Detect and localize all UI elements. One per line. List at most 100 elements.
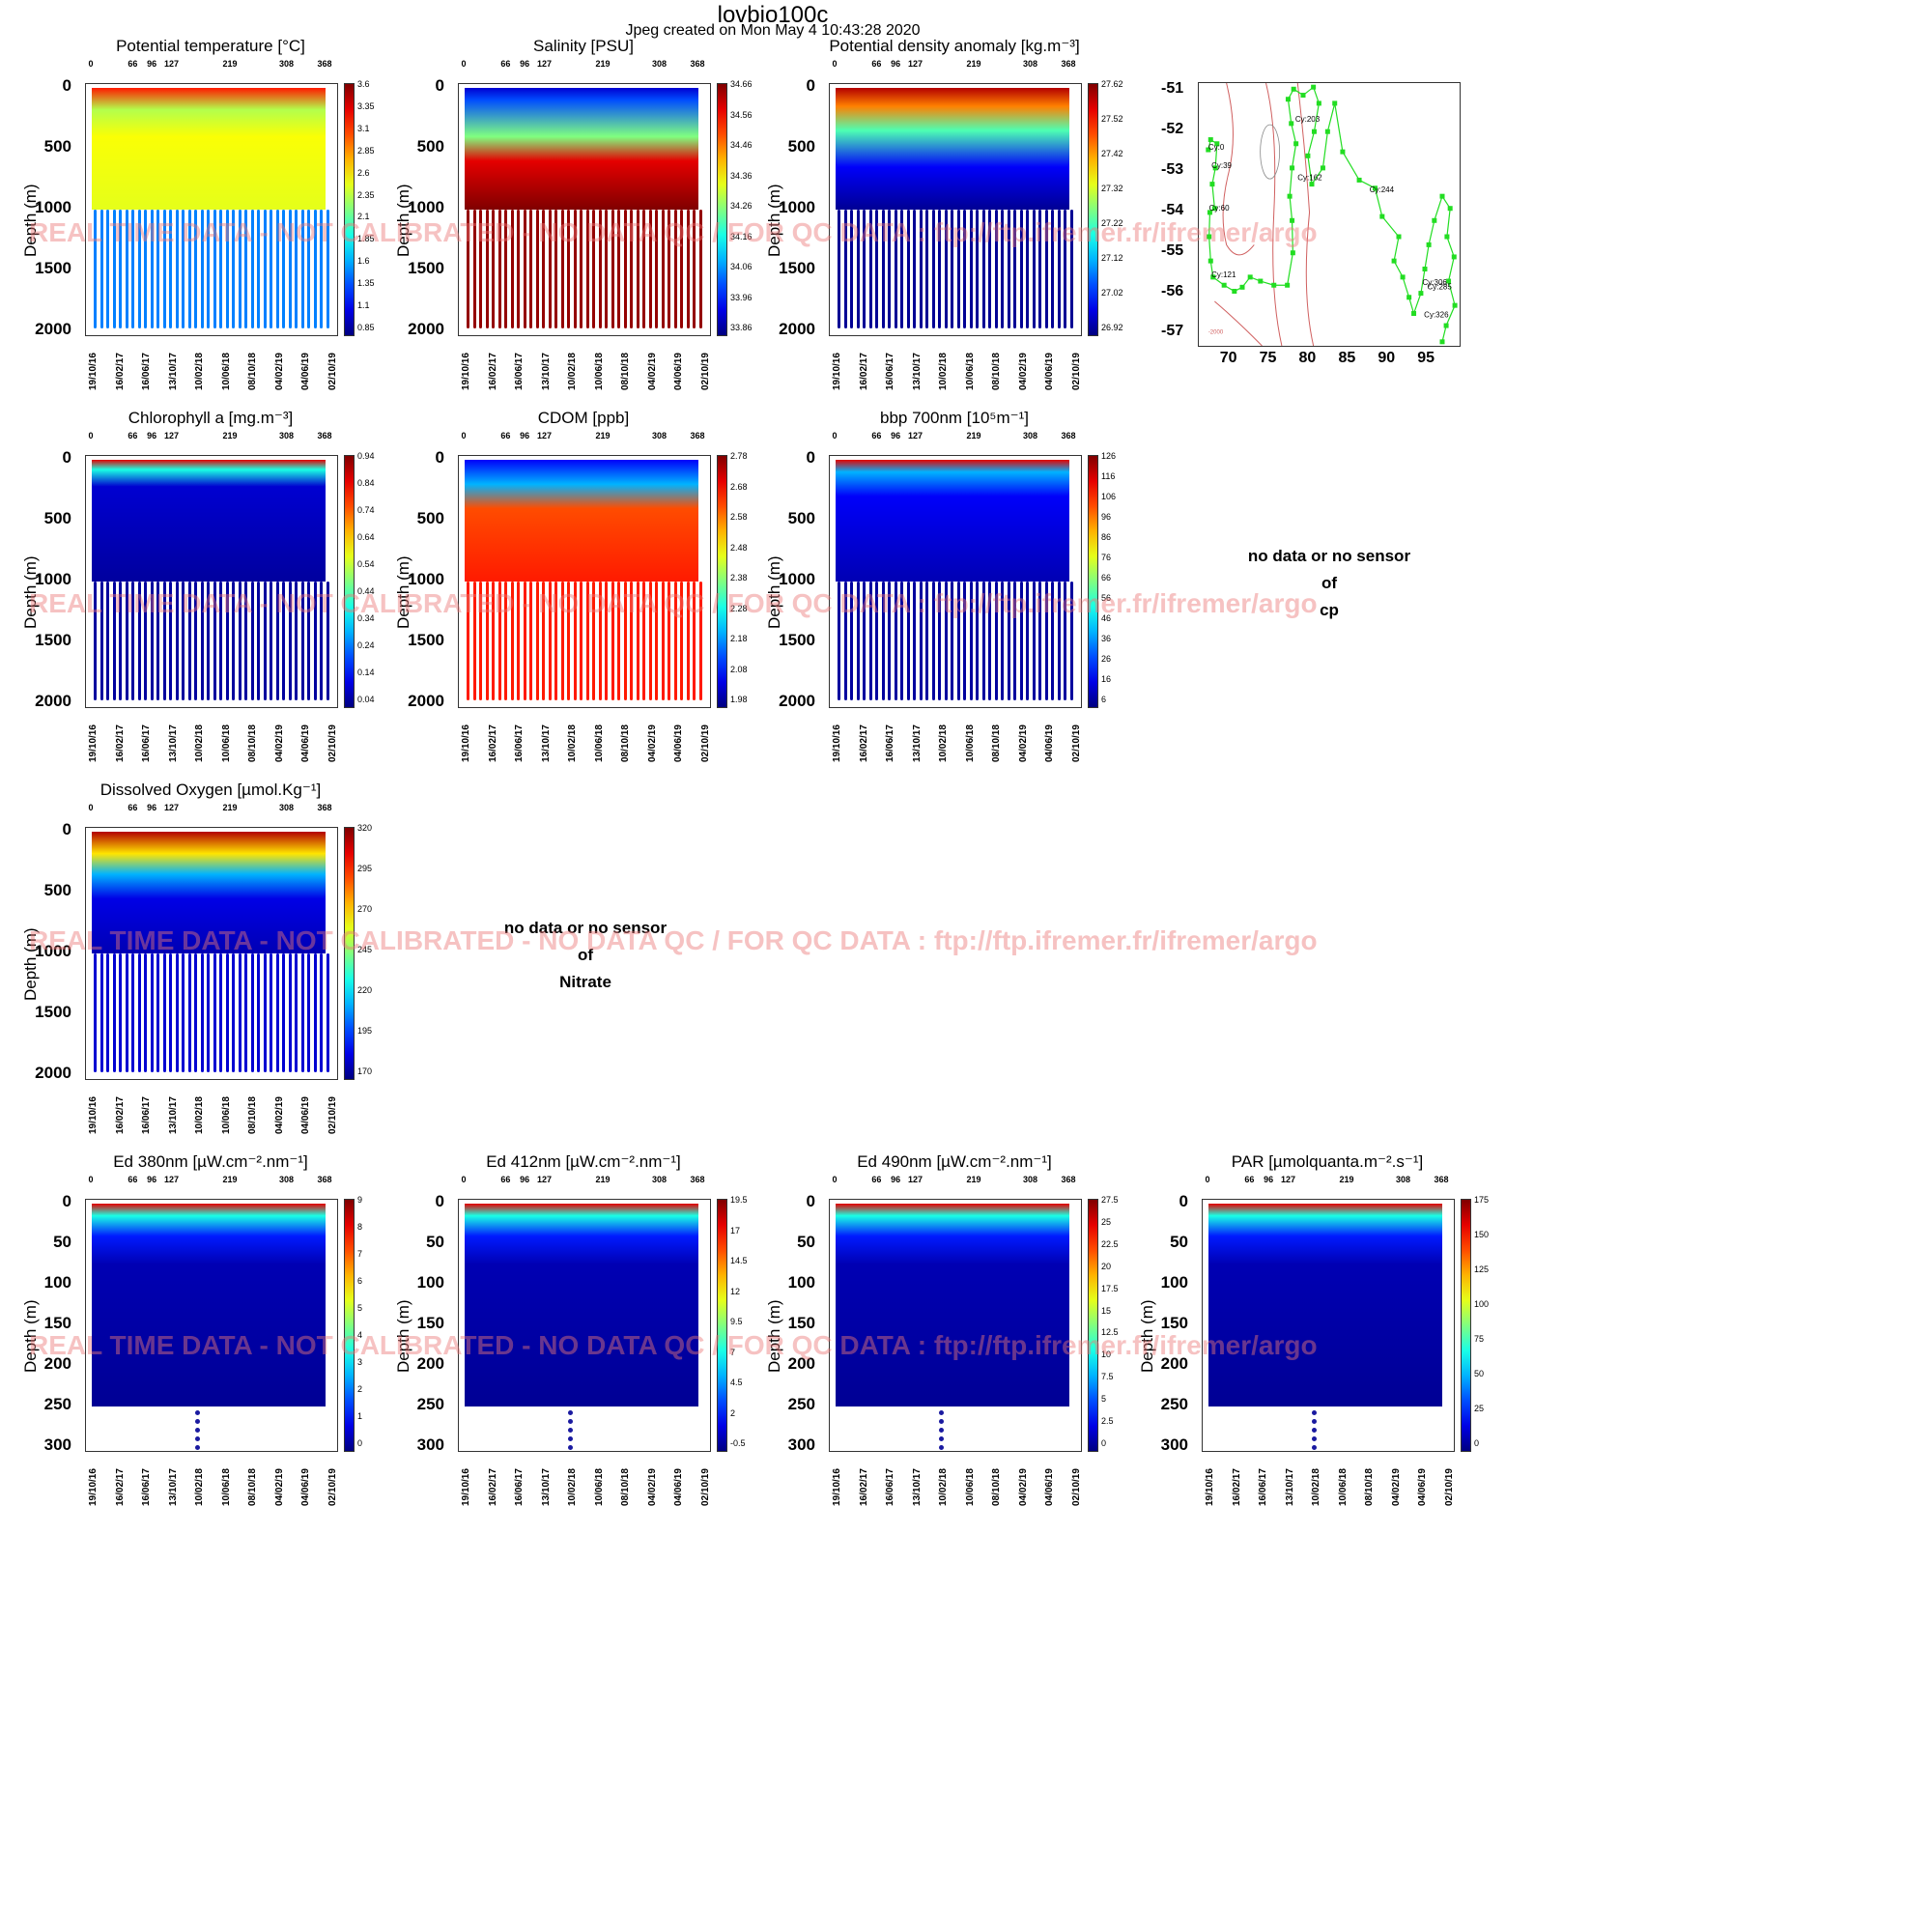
trajectory-point (1221, 282, 1227, 288)
profile-column (162, 582, 166, 700)
y-tick-label: 0 (806, 76, 815, 95)
colorbar-tick-label: 116 (1101, 471, 1116, 481)
cycle-tick-label: 96 (891, 1175, 901, 1184)
profile-point (568, 1419, 573, 1424)
profile-column (1032, 582, 1036, 700)
y-tick-label: 300 (43, 1435, 71, 1454)
colorbar-tick-label: 2.78 (730, 451, 748, 461)
date-tick-label: 10/06/18 (964, 724, 976, 762)
profile-column (925, 582, 928, 700)
colorbar-tick-label: 2 (730, 1407, 736, 1418)
colorbar-tick-label: 25 (1101, 1216, 1112, 1227)
colorbar-tick-label: 0.44 (357, 586, 375, 596)
heatmap-fill-bbp (836, 460, 1069, 582)
profile-column (554, 582, 557, 700)
trajectory-point (1211, 206, 1217, 212)
cycle-tick-label: 219 (1339, 1175, 1354, 1184)
cycle-tick-label: 127 (164, 59, 180, 69)
profile-column (868, 210, 872, 328)
map-x-tick: 80 (1298, 350, 1317, 366)
profile-column (956, 210, 960, 328)
profile-column (1057, 582, 1061, 700)
colorbar-tick-label: 34.46 (730, 140, 753, 150)
profile-column (598, 582, 602, 700)
bathymetry-contour (1214, 82, 1315, 347)
map-y-tick: -52 (1161, 121, 1184, 138)
colorbar-tick-label: 22.5 (1101, 1238, 1119, 1249)
colorbar-tick-label: 320 (357, 823, 373, 833)
profile-column (282, 953, 285, 1072)
colorbar-tick-label: 6 (1101, 695, 1107, 704)
date-tick-label: 02/10/19 (1071, 724, 1082, 762)
colorbar-tick-label: 245 (357, 945, 373, 954)
nodata-nitrate: no data or no sensor of Nitrate (460, 915, 711, 996)
trajectory-line (1208, 86, 1456, 342)
y-tick-label: 1500 (779, 259, 815, 277)
heatmap-temp (85, 83, 338, 336)
cycle-tick-label: 0 (461, 431, 467, 440)
profile-column (326, 210, 329, 328)
profile-column (275, 582, 279, 700)
cycle-label: Cy:0 (1208, 143, 1225, 152)
panel-title-ed412: Ed 412nm [µW.cm⁻².nm⁻¹] (486, 1152, 681, 1171)
profile-column (535, 210, 539, 328)
profile-column (693, 582, 696, 700)
date-tick-label: 04/02/19 (1017, 353, 1029, 390)
trajectory-point (1285, 282, 1291, 288)
profile-column (175, 210, 179, 328)
y-tick-label: 2000 (779, 320, 815, 338)
colorbar-sal (717, 83, 727, 336)
colorbar-tick-label: 27.22 (1101, 218, 1123, 228)
cycle-tick-label: 368 (1061, 431, 1076, 440)
colorbar-tick-label: 0.54 (357, 559, 375, 569)
y-tick-label: 100 (43, 1273, 71, 1292)
colorbar-tick-label: 170 (357, 1066, 373, 1076)
trajectory-point (1411, 311, 1417, 317)
profile-column (686, 582, 690, 700)
colorbar-ed412 (717, 1199, 727, 1452)
profile-column (131, 953, 134, 1072)
profile-column (125, 953, 128, 1072)
date-tick-label: 04/06/19 (673, 353, 685, 390)
profile-column (131, 582, 134, 700)
date-tick-label: 02/10/19 (327, 353, 338, 390)
profile-column (119, 582, 122, 700)
profile-column (863, 210, 866, 328)
profile-column (680, 210, 683, 328)
cycle-tick-label: 0 (461, 59, 467, 69)
colorbar-tick-label: 0.64 (357, 532, 375, 542)
colorbar-tick-label: 4.5 (730, 1378, 743, 1387)
heatmap-oxy (85, 827, 338, 1080)
cycle-tick-label: 127 (1281, 1175, 1296, 1184)
profile-column (144, 210, 147, 328)
profile-column (585, 582, 589, 700)
profile-column (888, 582, 891, 700)
profile-point (939, 1410, 944, 1415)
cycle-tick-label: 219 (595, 1175, 611, 1184)
profile-column (219, 953, 222, 1072)
profile-column (881, 210, 885, 328)
colorbar-tick-label: 27.5 (1101, 1195, 1119, 1205)
date-tick-label: 10/06/18 (964, 353, 976, 390)
profile-column (969, 210, 973, 328)
profile-column (1051, 210, 1054, 328)
cycle-tick-label: 127 (908, 431, 923, 440)
nodata-cp-line1: no data or no sensor (1247, 547, 1411, 565)
profile-point (1312, 1436, 1317, 1441)
profile-column (661, 582, 665, 700)
nodata-cp-line2: of (1321, 574, 1338, 592)
trajectory-point (1207, 210, 1212, 215)
colorbar-tick-label: 7.5 (1101, 1372, 1114, 1382)
profile-column (944, 210, 948, 328)
profile-column (548, 210, 552, 328)
panel-title-chl: Chlorophyll a [mg.m⁻³] (128, 409, 294, 427)
cycle-tick-label: 66 (1244, 1175, 1255, 1184)
date-tick-label: 19/10/16 (88, 353, 99, 390)
y-tick-label: 1500 (35, 631, 71, 649)
profile-column (479, 210, 482, 328)
profile-column (592, 210, 595, 328)
profile-column (257, 953, 260, 1072)
date-tick-label: 10/06/18 (220, 353, 232, 390)
profile-column (976, 210, 979, 328)
y-tick-label: 1000 (779, 570, 815, 588)
